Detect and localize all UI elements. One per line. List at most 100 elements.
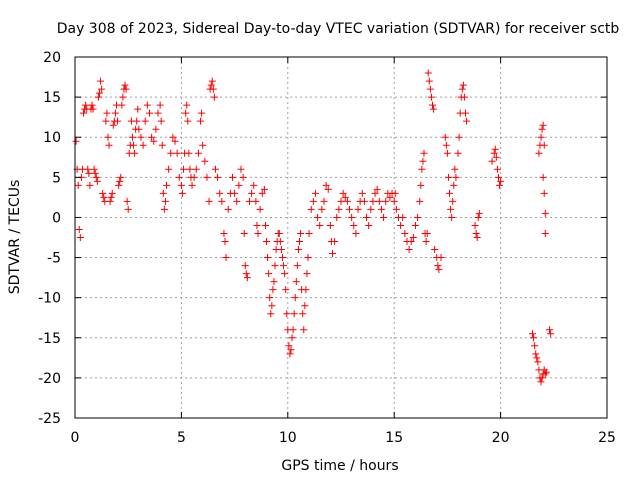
- data-point: [534, 358, 542, 366]
- data-point: [539, 173, 547, 181]
- data-point: [425, 77, 433, 85]
- data-point: [241, 262, 249, 270]
- y-tick-label: 20: [43, 50, 61, 66]
- data-point: [391, 189, 399, 197]
- data-point: [328, 250, 336, 258]
- data-point: [91, 169, 99, 177]
- data-point: [291, 294, 299, 302]
- data-point: [311, 189, 319, 197]
- data-point: [493, 165, 501, 173]
- data-point: [434, 262, 442, 270]
- data-point: [305, 229, 313, 237]
- data-point: [115, 181, 123, 189]
- data-point: [107, 193, 115, 201]
- data-point: [419, 157, 427, 165]
- data-point: [488, 157, 496, 165]
- data-point: [316, 221, 324, 229]
- data-point: [85, 169, 93, 177]
- data-point: [449, 197, 457, 205]
- data-point: [542, 368, 550, 376]
- data-point: [152, 125, 160, 133]
- data-point: [94, 93, 102, 101]
- data-point: [455, 133, 463, 141]
- data-point: [268, 302, 276, 310]
- data-point: [343, 197, 351, 205]
- data-point: [245, 197, 253, 205]
- data-point: [365, 221, 373, 229]
- data-point: [458, 85, 466, 93]
- data-point: [188, 181, 196, 189]
- data-point: [211, 165, 219, 173]
- data-point: [258, 189, 266, 197]
- data-point: [371, 189, 379, 197]
- data-point: [171, 137, 179, 145]
- data-point: [145, 109, 153, 117]
- y-tick-label: 0: [52, 210, 61, 226]
- data-point: [141, 117, 149, 125]
- y-tick-label: -25: [38, 411, 61, 427]
- data-point: [205, 197, 213, 205]
- y-tick-label: 15: [43, 90, 61, 106]
- data-point: [148, 133, 156, 141]
- data-point: [339, 189, 347, 197]
- data-point: [104, 133, 112, 141]
- y-tick-label: 10: [43, 130, 61, 146]
- data-point: [275, 229, 283, 237]
- data-point: [103, 109, 111, 117]
- data-point: [137, 133, 145, 141]
- data-point: [192, 165, 200, 173]
- data-point: [532, 350, 540, 358]
- data-point: [106, 197, 114, 205]
- data-point: [260, 185, 268, 193]
- data-point: [270, 278, 278, 286]
- data-point: [437, 254, 445, 262]
- data-point: [471, 221, 479, 229]
- data-point: [82, 101, 90, 109]
- data-point: [461, 109, 469, 117]
- data-point: [426, 85, 434, 93]
- data-point: [190, 173, 198, 181]
- data-point: [452, 173, 460, 181]
- data-point: [422, 238, 430, 246]
- data-point: [300, 326, 308, 334]
- data-point: [397, 221, 405, 229]
- data-point: [131, 149, 139, 157]
- x-axis-label: GPS time / hours: [281, 458, 398, 474]
- data-point: [163, 181, 171, 189]
- data-point: [88, 101, 96, 109]
- data-point: [235, 181, 243, 189]
- data-point: [431, 246, 439, 254]
- data-point: [261, 221, 269, 229]
- data-point: [180, 165, 188, 173]
- data-point: [265, 270, 273, 278]
- data-point: [119, 93, 127, 101]
- data-point: [341, 193, 349, 201]
- data-point: [537, 133, 545, 141]
- data-point: [183, 101, 191, 109]
- data-point: [175, 173, 183, 181]
- data-point: [531, 342, 539, 350]
- data-point: [277, 246, 285, 254]
- x-tick-label: 25: [598, 430, 616, 446]
- data-point: [303, 270, 311, 278]
- data-point: [242, 270, 250, 278]
- data-point: [337, 197, 345, 205]
- data-point: [430, 105, 438, 113]
- data-point: [463, 117, 471, 125]
- data-point: [324, 185, 332, 193]
- data-point: [417, 181, 425, 189]
- data-point: [221, 238, 229, 246]
- data-point: [401, 229, 409, 237]
- data-point: [158, 141, 166, 149]
- data-point: [538, 374, 546, 382]
- data-point: [369, 197, 377, 205]
- data-point: [287, 346, 295, 354]
- data-point: [380, 213, 388, 221]
- data-point: [271, 262, 279, 270]
- data-point: [173, 149, 181, 157]
- data-point: [309, 197, 317, 205]
- data-point: [363, 213, 371, 221]
- data-point: [111, 109, 119, 117]
- data-point: [208, 77, 216, 85]
- data-point: [282, 286, 290, 294]
